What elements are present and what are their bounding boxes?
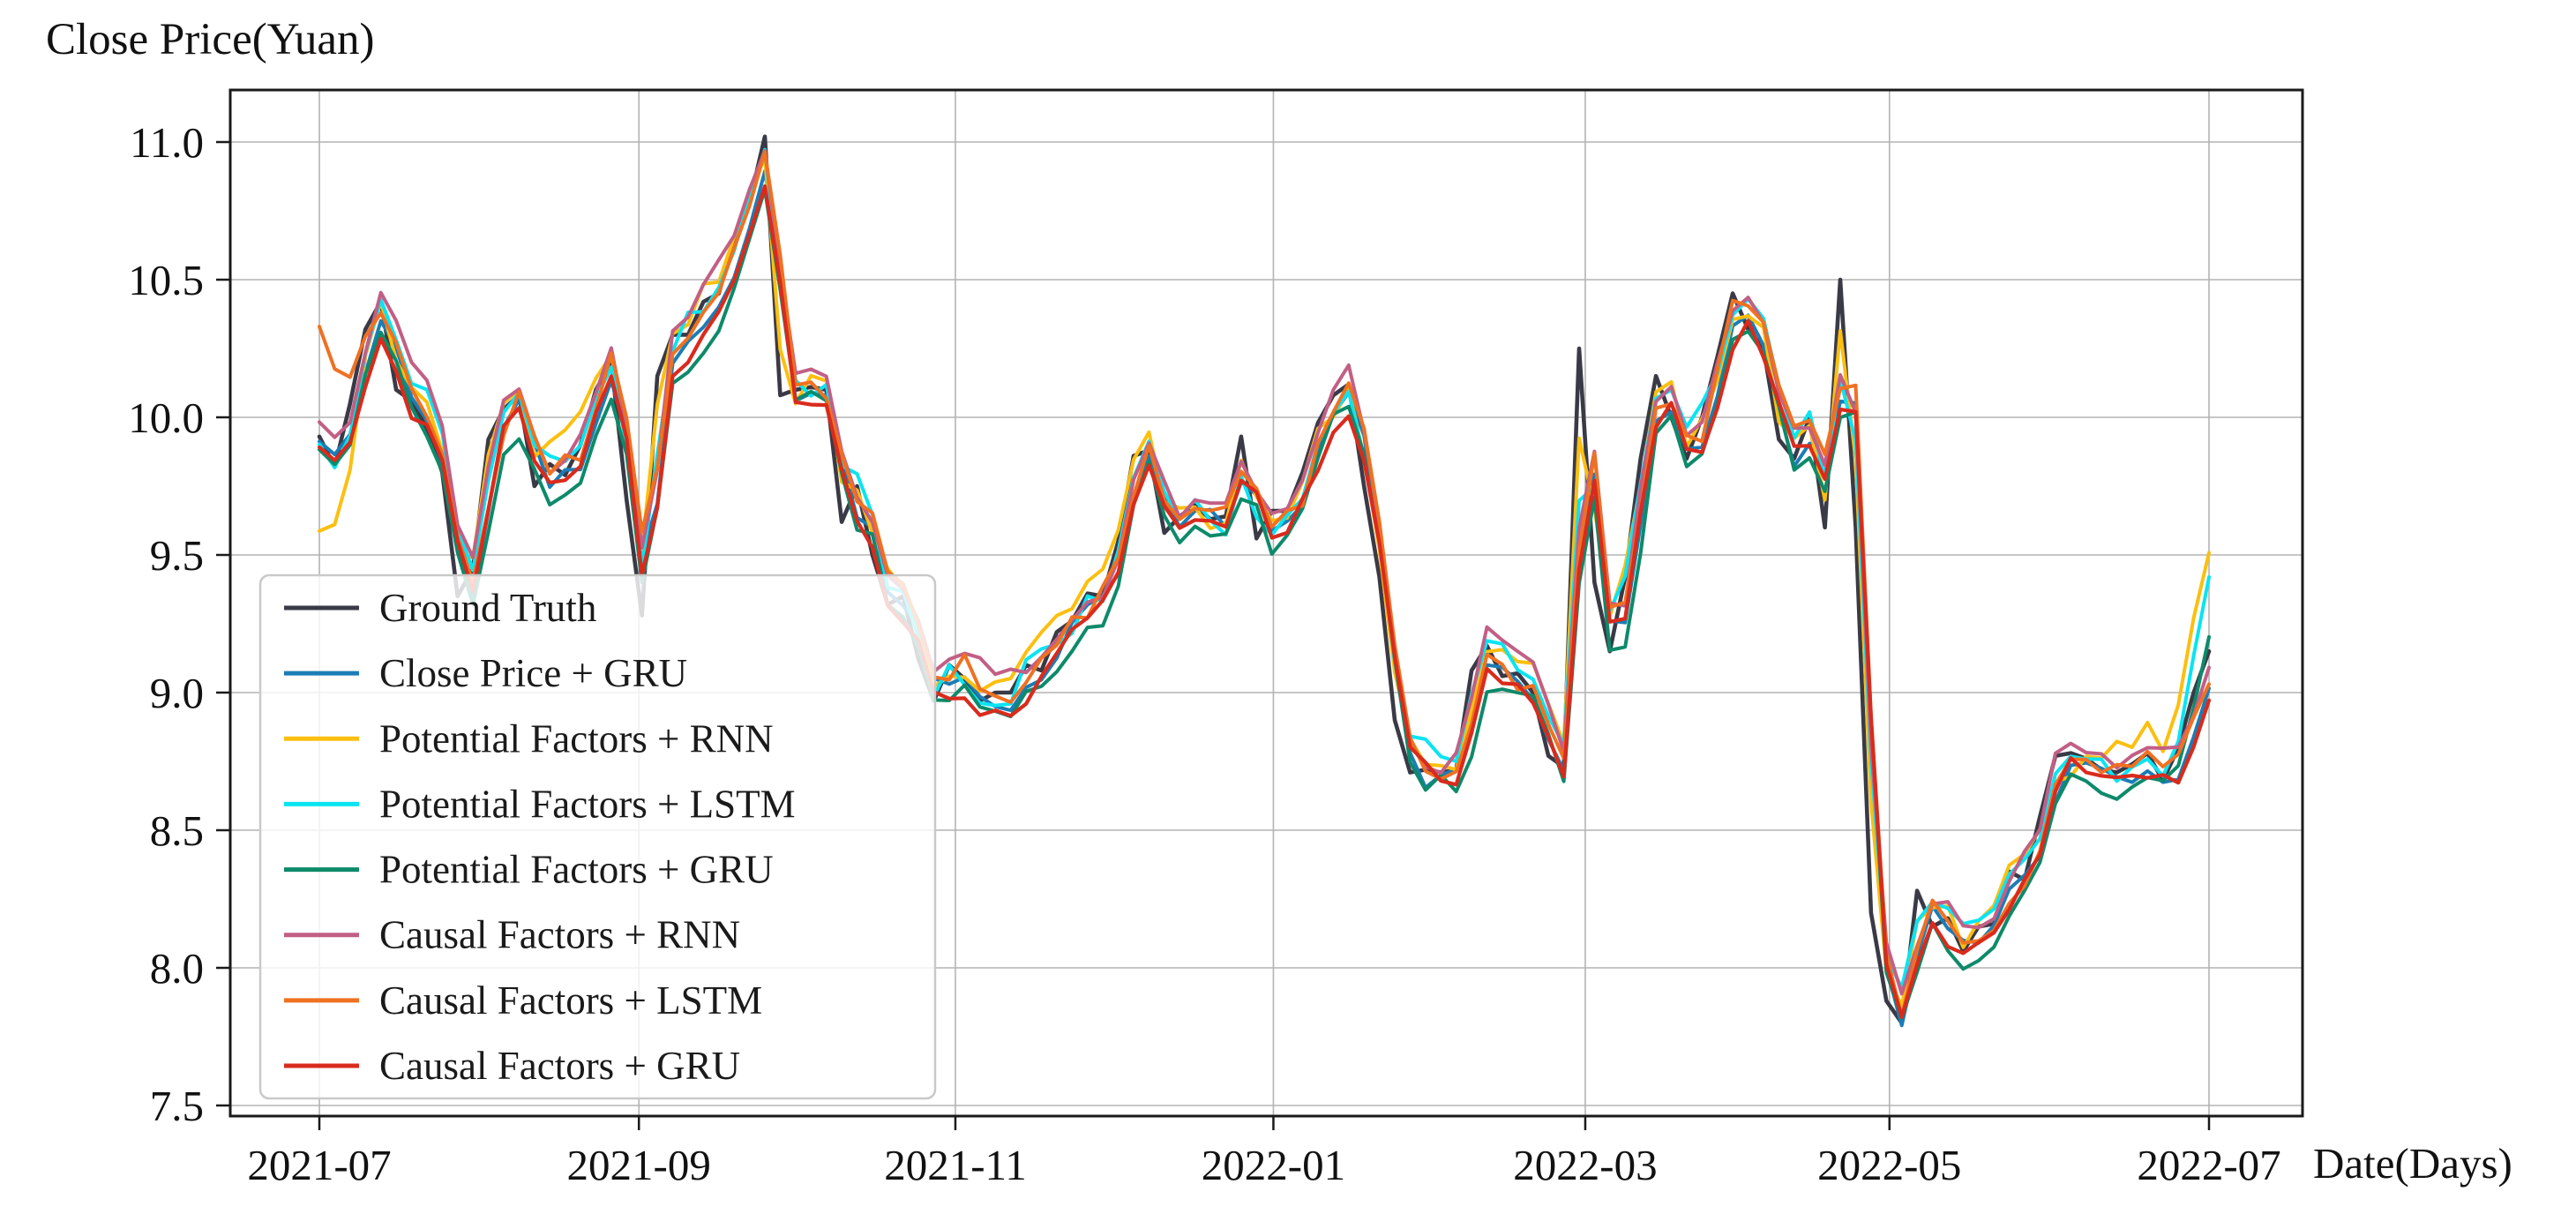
x-tick-label: 2022-07 (2137, 1141, 2280, 1189)
chart-title: Close Price(Yuan) (46, 15, 375, 64)
x-tick-label: 2022-05 (1817, 1141, 1961, 1189)
legend-item-label: Potential Factors + LSTM (379, 782, 796, 826)
legend-item-label: Potential Factors + GRU (379, 848, 774, 892)
legend-item-label: Causal Factors + LSTM (379, 978, 762, 1023)
plot-border (228, 88, 2304, 1118)
x-tick-label: 2021-07 (247, 1141, 391, 1189)
x-axis-label: Date(Days) (2313, 1139, 2512, 1188)
legend-item-label: Causal Factors + GRU (379, 1044, 740, 1088)
x-tick-label: 2022-03 (1513, 1141, 1657, 1189)
y-tick-label: 11.0 (130, 118, 204, 167)
x-tick-label: 2022-01 (1202, 1141, 1345, 1189)
series-line (317, 184, 2212, 1019)
y-tick-label: 9.0 (150, 669, 204, 717)
y-tick-label: 8.0 (150, 944, 204, 993)
y-tick-label: 7.5 (150, 1082, 204, 1130)
x-tick-label: 2021-09 (567, 1141, 711, 1189)
legend-box (258, 573, 937, 1100)
legend-item-label: Causal Factors + RNN (379, 913, 740, 957)
legend-item-label: Potential Factors + RNN (379, 716, 774, 761)
y-tick-label: 10.5 (128, 256, 204, 304)
legend-item-label: Ground Truth (379, 586, 596, 630)
y-tick-label: 8.5 (150, 806, 204, 855)
legend-item-label: Close Price + GRU (379, 651, 687, 695)
x-tick-label: 2021-11 (884, 1141, 1027, 1189)
y-tick-label: 10.0 (128, 393, 204, 442)
y-tick-label: 9.5 (150, 531, 204, 580)
